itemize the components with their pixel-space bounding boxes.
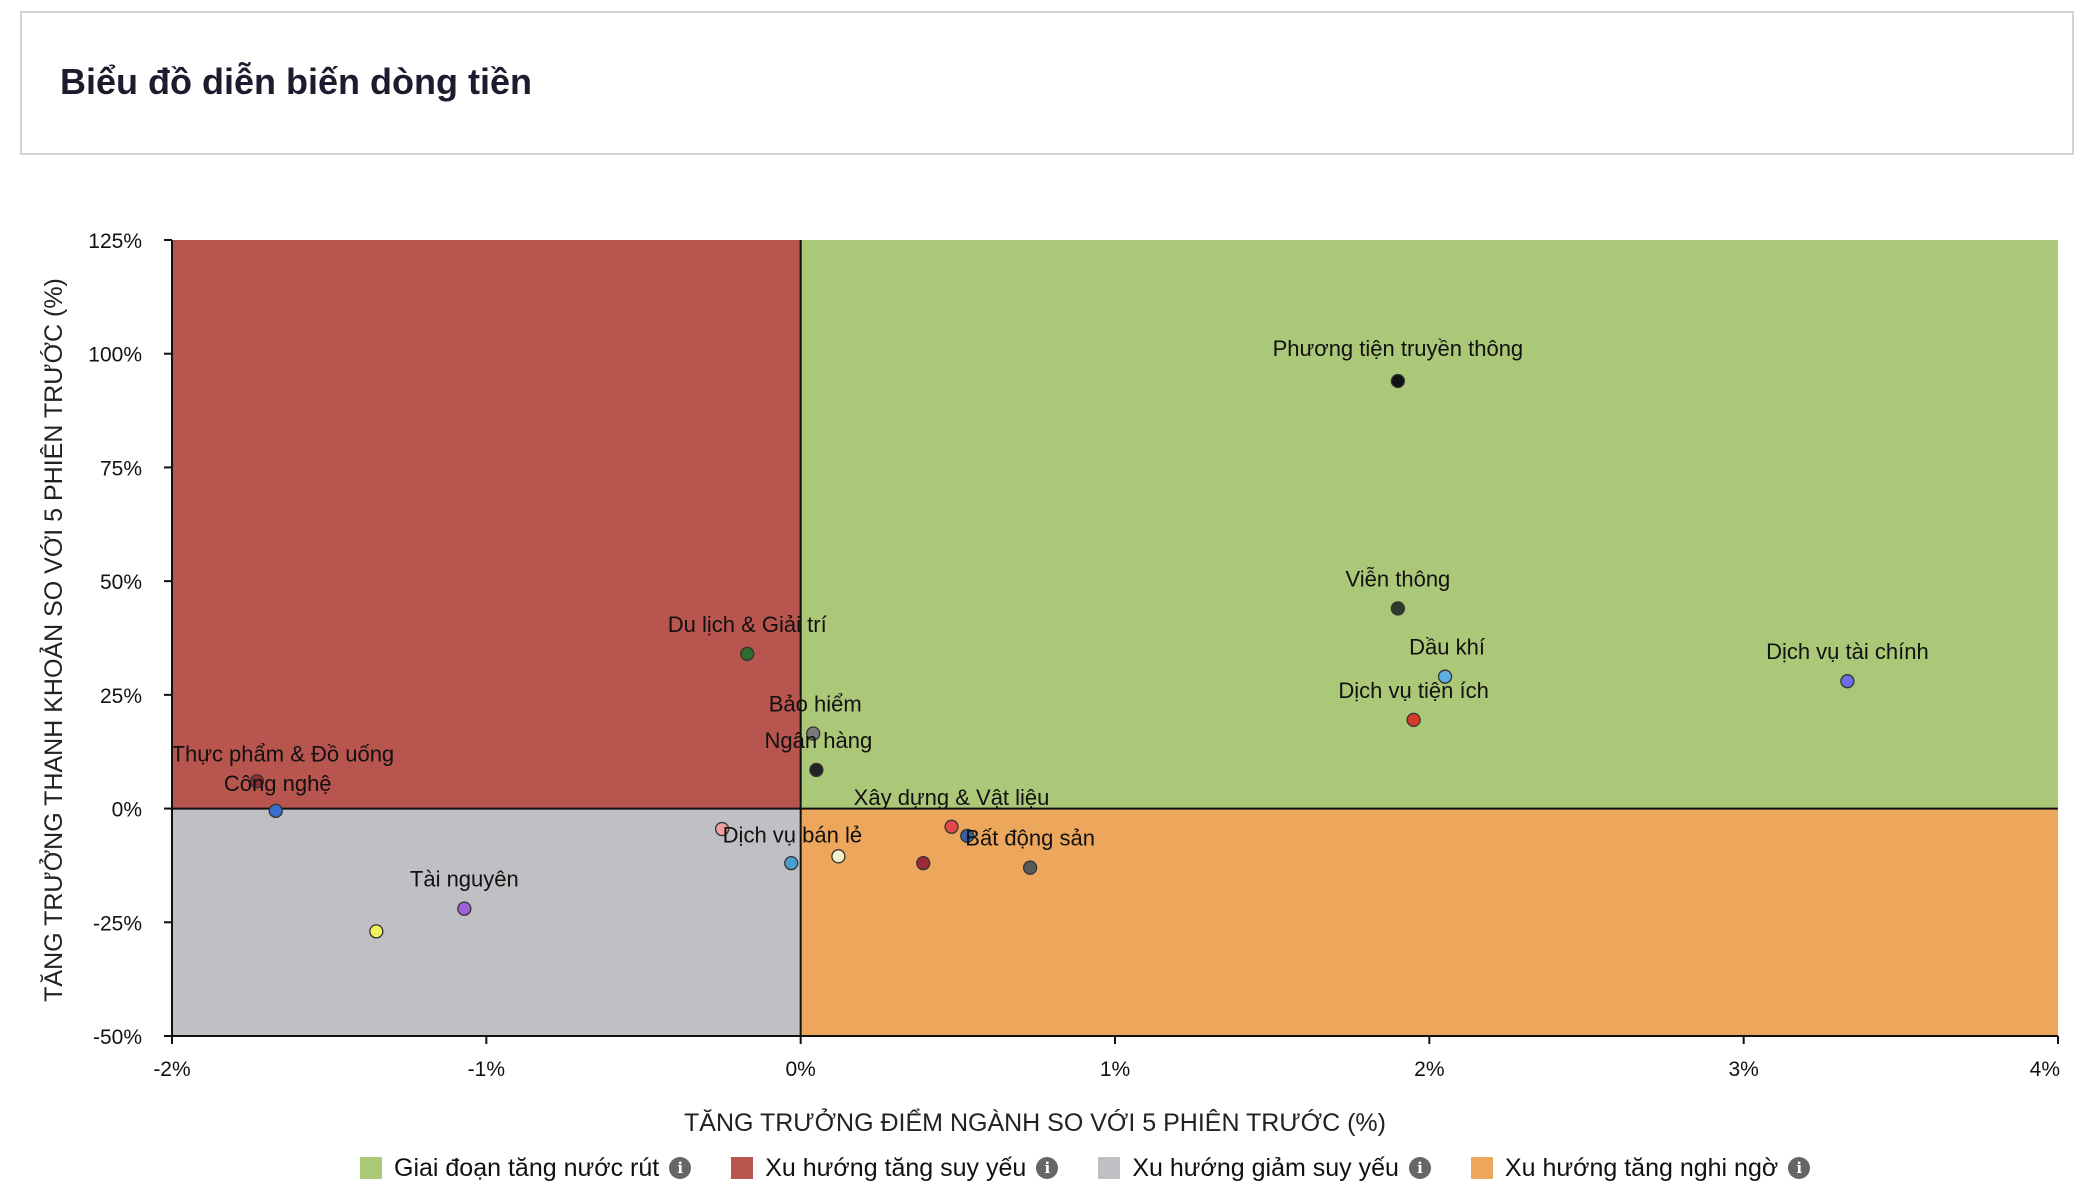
data-point: [831, 849, 846, 864]
y-tick-label: 100%: [88, 344, 142, 367]
legend-swatch: [1470, 1157, 1493, 1179]
data-point: [457, 901, 472, 916]
data-point-label: Dầu khí: [1409, 635, 1485, 660]
x-tick-label: 2%: [1414, 1058, 1444, 1081]
quadrant-area: [800, 808, 2058, 1036]
data-point: [369, 924, 384, 939]
data-point: [1390, 373, 1406, 389]
data-point-label: Bảo hiểm: [769, 692, 862, 717]
data-point-label: Công nghệ: [224, 771, 332, 796]
data-point-label: Phương tiện truyền thông: [1273, 336, 1524, 361]
page-title: Biểu đồ diễn biến dòng tiền: [60, 61, 532, 102]
data-point-label: Dịch vụ tài chính: [1766, 639, 1929, 664]
legend-swatch: [360, 1157, 382, 1179]
legend-label: Xu hướng giảm suy yếu: [1132, 1153, 1399, 1182]
data-point-label: Viễn thông: [1345, 566, 1450, 591]
data-point: [1437, 669, 1453, 684]
legend-item-weakening-uptrend[interactable]: Xu hướng tăng suy yếu i: [731, 1153, 1059, 1183]
y-tick-label: -25%: [93, 912, 142, 935]
quadrant-area: [800, 240, 2058, 809]
y-tick-label: 0%: [112, 799, 142, 822]
y-tick-label: 50%: [100, 571, 142, 594]
info-icon[interactable]: i: [1788, 1157, 1811, 1179]
y-axis-title: TĂNG TRƯỞNG THANH KHOẢN SO VỚI 5 PHIÊN T…: [38, 278, 68, 1002]
y-tick-label: -50%: [93, 1026, 142, 1049]
legend-label: Giai đoạn tăng nước rút: [394, 1153, 660, 1182]
legend-label: Xu hướng tăng suy yếu: [765, 1153, 1027, 1182]
data-point: [740, 646, 755, 662]
chart-legend: Giai đoạn tăng nước rút i Xu hướng tăng …: [360, 1150, 1850, 1186]
quadrant-area: [172, 808, 801, 1036]
data-point: [784, 856, 799, 871]
x-tick-label: -2%: [153, 1058, 190, 1081]
data-point-label: Du lịch & Giải trí: [668, 612, 827, 637]
data-point-label: Bất động sản: [965, 826, 1095, 851]
x-tick-label: 0%: [785, 1058, 815, 1081]
data-point-label: Tài nguyên: [410, 867, 519, 892]
x-tick-label: 1%: [1100, 1058, 1130, 1081]
chart-header-card: Biểu đồ diễn biến dòng tiền: [20, 11, 2074, 155]
y-tick-label: 25%: [100, 685, 142, 708]
info-icon[interactable]: i: [669, 1157, 692, 1179]
data-point: [944, 819, 959, 834]
x-tick-label: 3%: [1728, 1058, 1758, 1081]
data-point-label: Xây dựng & Vật liệu: [854, 785, 1050, 810]
data-point: [1406, 712, 1421, 728]
data-point: [714, 821, 730, 837]
x-axis-title: TĂNG TRƯỞNG ĐIỂM NGÀNH SO VỚI 5 PHIÊN TR…: [684, 1107, 1386, 1137]
y-tick-label: 75%: [100, 457, 142, 480]
data-point-label: Ngân hàng: [765, 728, 873, 753]
data-point: [249, 774, 265, 789]
data-point: [809, 762, 824, 778]
legend-item-sprint[interactable]: Giai đoạn tăng nước rút i: [360, 1153, 692, 1183]
legend-item-weakening-downtrend[interactable]: Xu hướng giảm suy yếu i: [1098, 1154, 1431, 1183]
legend-swatch: [731, 1157, 754, 1179]
x-tick-label: -1%: [468, 1058, 505, 1081]
data-point: [1390, 601, 1406, 616]
legend-label: Xu hướng tăng nghi ngờ: [1504, 1153, 1779, 1182]
data-point: [806, 726, 821, 741]
y-tick-label: 125%: [88, 230, 142, 253]
data-point-label: Dịch vụ tiện ích: [1338, 678, 1488, 703]
data-point: [268, 803, 283, 818]
data-point-label: Dịch vụ bán lẻ: [723, 822, 862, 847]
info-icon[interactable]: i: [1036, 1157, 1059, 1179]
legend-swatch: [1098, 1157, 1121, 1179]
data-point: [960, 828, 975, 844]
quadrant-area: [172, 240, 801, 809]
legend-item-doubtful-uptrend[interactable]: Xu hướng tăng nghi ngờ i: [1470, 1153, 1811, 1183]
data-point-label: Thực phẩm & Đồ uống: [172, 741, 395, 766]
info-icon[interactable]: i: [1408, 1157, 1431, 1179]
x-tick-label: 4%: [2030, 1058, 2060, 1081]
data-point: [1840, 674, 1855, 689]
data-point: [916, 856, 931, 871]
data-point: [1022, 860, 1038, 875]
